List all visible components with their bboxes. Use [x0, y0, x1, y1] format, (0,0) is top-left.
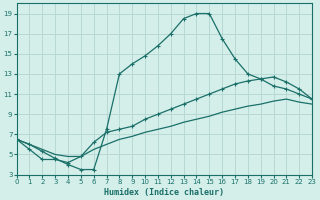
X-axis label: Humidex (Indice chaleur): Humidex (Indice chaleur)	[104, 188, 224, 197]
